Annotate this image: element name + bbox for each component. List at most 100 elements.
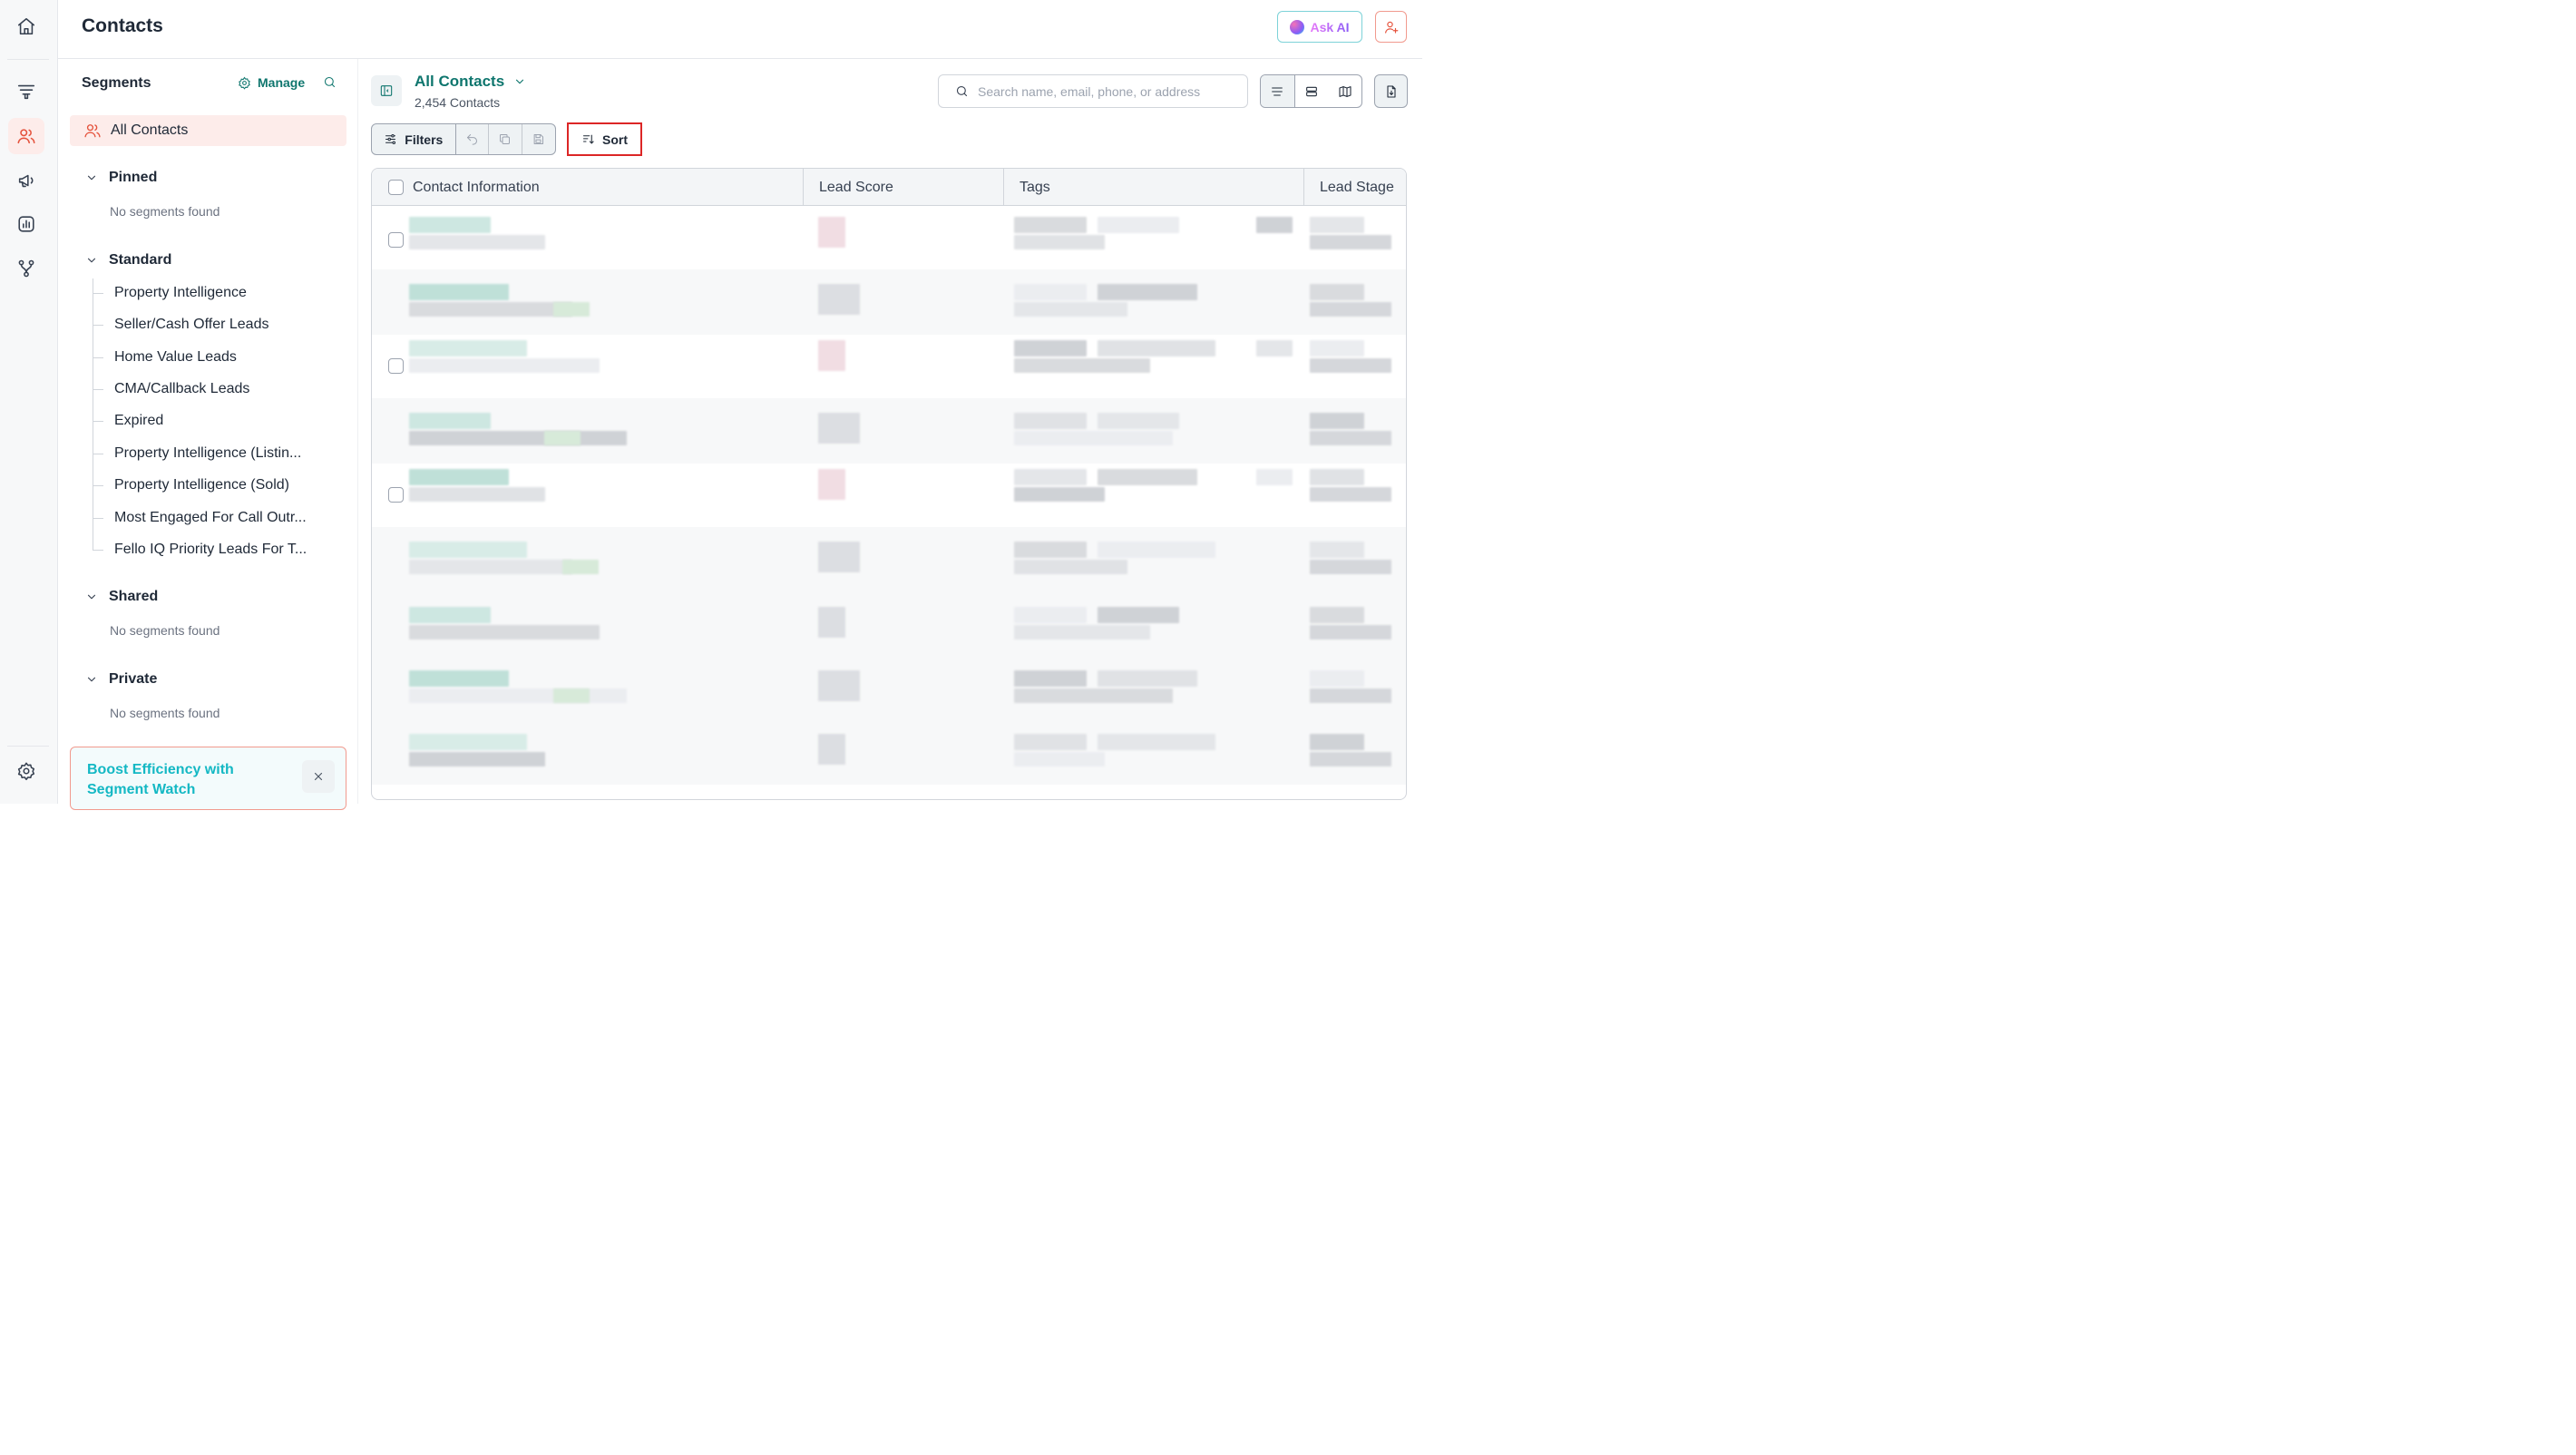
obscured-lead-stage: [1310, 487, 1391, 502]
column-header[interactable]: Tags: [1020, 179, 1050, 195]
group-label: Shared: [109, 589, 159, 604]
obscured-tag: [1014, 670, 1087, 687]
segment-label: Seller/Cash Offer Leads: [114, 317, 269, 332]
segment-all-contacts[interactable]: All Contacts: [70, 115, 346, 146]
sparkle-icon: [1290, 19, 1305, 34]
group-private-toggle[interactable]: Private: [85, 671, 157, 688]
page-title: Contacts: [82, 15, 163, 36]
undo-button[interactable]: [456, 124, 490, 154]
obscured-lead-stage: [1310, 625, 1391, 640]
collapse-sidebar-button[interactable]: [371, 75, 402, 106]
table-row[interactable]: [372, 335, 1406, 398]
row-checkbox[interactable]: [388, 487, 404, 503]
table-row[interactable]: [372, 398, 1406, 464]
obscured-lead-stage: [1310, 469, 1364, 485]
rail-divider: [7, 59, 49, 60]
filters-button[interactable]: Filters: [372, 124, 456, 154]
group-standard-toggle[interactable]: Standard: [85, 252, 171, 269]
segment-label: CMA/Callback Leads: [114, 381, 250, 396]
home-icon[interactable]: [15, 15, 38, 38]
table-row[interactable]: [372, 211, 1406, 269]
select-all-checkbox-cell[interactable]: [388, 169, 404, 206]
obscured-tag: [1014, 413, 1087, 429]
row-checkbox[interactable]: [388, 232, 404, 248]
table-row[interactable]: [372, 269, 1406, 335]
view-selector[interactable]: All Contacts: [415, 73, 526, 91]
segment-item[interactable]: Seller/Cash Offer Leads: [93, 314, 268, 336]
column-header[interactable]: Contact Information: [413, 179, 540, 195]
column-header[interactable]: Lead Score: [819, 179, 893, 195]
table-row[interactable]: [372, 656, 1406, 719]
duplicate-button[interactable]: [489, 124, 522, 154]
segment-label: Property Intelligence (Listin...: [114, 445, 302, 461]
table-row[interactable]: [372, 719, 1406, 785]
report-icon[interactable]: [15, 212, 38, 236]
segment-item[interactable]: CMA/Callback Leads: [93, 378, 249, 400]
segment-item[interactable]: Fello IQ Priority Leads For T...: [93, 539, 307, 561]
search-icon: [956, 85, 968, 97]
obscured-lead-stage: [1310, 217, 1364, 233]
contact-search[interactable]: [938, 74, 1248, 108]
search-input[interactable]: [978, 83, 1241, 99]
chevron-down-icon: [87, 258, 96, 263]
add-contact-button[interactable]: [1375, 11, 1407, 43]
funnel-icon[interactable]: [15, 80, 38, 103]
segment-item[interactable]: Property Intelligence: [93, 282, 247, 304]
workflow-icon[interactable]: [15, 257, 38, 280]
chevron-down-icon: [516, 79, 524, 84]
obscured-lead-stage: [1310, 235, 1391, 249]
segment-search-button[interactable]: [323, 75, 337, 93]
chevron-down-icon: [87, 175, 96, 181]
close-promo-button[interactable]: [302, 760, 335, 793]
sort-button[interactable]: Sort: [567, 122, 642, 156]
table-row[interactable]: [372, 464, 1406, 527]
segment-item[interactable]: Expired: [93, 410, 163, 432]
obscured-lead-score: [818, 670, 860, 701]
manage-segments-button[interactable]: Manage: [238, 75, 305, 90]
group-pinned-toggle[interactable]: Pinned: [85, 170, 157, 186]
segment-item[interactable]: Home Value Leads: [93, 347, 237, 368]
save-button[interactable]: [522, 124, 555, 154]
table-view-icon: [1272, 86, 1283, 96]
list-view-icon: [1306, 86, 1317, 96]
obscured-lead-stage: [1310, 358, 1391, 373]
obscured-contact-name: [409, 340, 527, 356]
list-view-button[interactable]: [1295, 75, 1329, 107]
table-view-button[interactable]: [1261, 75, 1295, 107]
obscured-contact-name: [409, 670, 509, 687]
obscured-contact-name: [409, 542, 527, 558]
map-view-button[interactable]: [1328, 75, 1361, 107]
segment-label: Home Value Leads: [114, 349, 237, 365]
contact-count: 2,454 Contacts: [415, 95, 501, 110]
obscured-tag: [1098, 607, 1179, 623]
obscured-lead-score: [818, 340, 845, 371]
obscured-tag: [1014, 734, 1087, 750]
segment-item[interactable]: Most Engaged For Call Outr...: [93, 507, 307, 529]
obscured-lead-score: [818, 217, 845, 248]
segment-item[interactable]: Property Intelligence (Listin...: [93, 443, 301, 464]
search-icon: [324, 76, 336, 88]
contacts-icon[interactable]: [8, 118, 44, 154]
group-shared-toggle[interactable]: Shared: [85, 589, 158, 605]
select-all-checkbox[interactable]: [388, 180, 404, 195]
obscured-contact-detail: [409, 688, 627, 703]
segment-label: Most Engaged For Call Outr...: [114, 510, 307, 525]
segment-label: Fello IQ Priority Leads For T...: [114, 542, 307, 557]
column-divider: [1003, 169, 1004, 206]
export-button[interactable]: [1374, 74, 1408, 108]
settings-icon[interactable]: [15, 759, 38, 783]
obscured-badge: [553, 688, 590, 703]
megaphone-icon[interactable]: [15, 169, 38, 192]
contacts-icon: [84, 124, 101, 138]
contacts-main: All Contacts 2,454 Contacts Filters: [358, 59, 1422, 804]
close-icon: [314, 772, 323, 781]
rail-divider: [7, 746, 49, 747]
table-row[interactable]: [372, 527, 1406, 592]
table-row[interactable]: [372, 592, 1406, 656]
segment-item[interactable]: Property Intelligence (Sold): [93, 474, 289, 496]
obscured-contact-detail: [409, 235, 545, 249]
row-checkbox[interactable]: [388, 358, 404, 374]
obscured-tag: [1014, 284, 1087, 300]
column-header[interactable]: Lead Stage: [1320, 179, 1394, 195]
ask-ai-button[interactable]: Ask AI: [1277, 11, 1362, 43]
